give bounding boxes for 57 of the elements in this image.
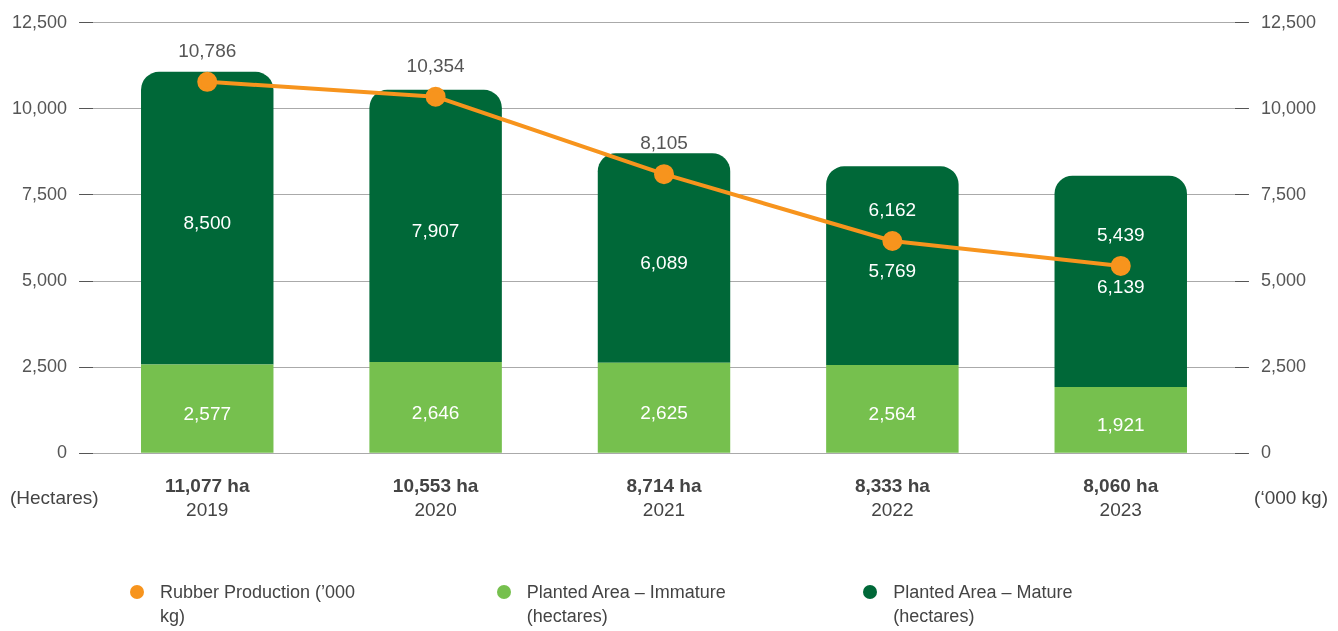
y-tick-label: 7,500 [22,183,68,204]
y-tick-label: 10,000 [11,97,68,118]
y2-tick-label: 2,500 [1260,356,1306,377]
data-label: 7,907 [411,220,460,242]
bar [1054,175,1187,388]
x-tick-label: 2022 [871,498,914,520]
data-label: 2,577 [183,402,232,424]
y2-tick-label: 10,000 [1260,97,1317,118]
x-tick-label: 2019 [186,498,229,520]
y-axis-title: (Hectares) [10,487,99,509]
data-label: 6,089 [640,252,688,274]
data-label: 6,139 [1096,275,1145,297]
point [1110,255,1131,276]
data-label: 6,162 [868,199,917,221]
bar [1054,387,1187,453]
y2-axis-title: (‘000 kg) [1254,487,1328,509]
data-label: 10,354 [406,54,466,76]
y-tick-label: 5,000 [22,270,68,291]
legend-label: Rubber Production (’000 kg) [160,581,357,628]
bar [826,166,959,365]
x-tick-label: 2021 [642,498,686,520]
bar [141,71,274,365]
x-tick-label: 2020 [414,498,457,520]
legend-label: Planted Area – Immature (hectares) [526,581,727,628]
y2-tick-label: 0 [1260,442,1271,463]
y2-tick-label: 7,500 [1260,183,1306,204]
y2-tick-label: 5,000 [1260,270,1306,291]
data-label: 5,769 [868,259,917,281]
y2-tick-label: 12,500 [1260,11,1317,32]
data-label: 8,500 [183,212,232,234]
total-label: 11,077 ha [164,475,250,497]
y-tick-label: 2,500 [22,356,68,377]
point [882,231,903,252]
data-label: 1,921 [1096,414,1145,436]
bar [826,364,959,453]
y-tick-label: 12,500 [11,11,68,32]
data-label: 8,105 [640,132,688,154]
bar [141,364,274,453]
point [654,164,674,185]
data-label: 2,625 [640,401,688,423]
total-label: 8,060 ha [1083,475,1159,497]
legend-label: Planted Area – Mature (hectares) [893,581,1074,628]
total-label: 8,714 ha [626,475,702,497]
total-label: 10,553 ha [392,475,479,497]
data-label: 5,439 [1096,224,1145,246]
bar [369,89,502,363]
y-tick-label: 0 [57,442,68,463]
bar [597,362,731,453]
point [197,71,218,92]
data-label: 2,646 [411,401,460,423]
data-label: 2,564 [868,403,917,425]
bar [369,362,502,453]
bar [597,153,731,363]
point [425,86,446,107]
x-tick-label: 2023 [1099,498,1142,520]
total-label: 8,333 ha [854,475,931,497]
data-label: 10,786 [178,40,237,62]
